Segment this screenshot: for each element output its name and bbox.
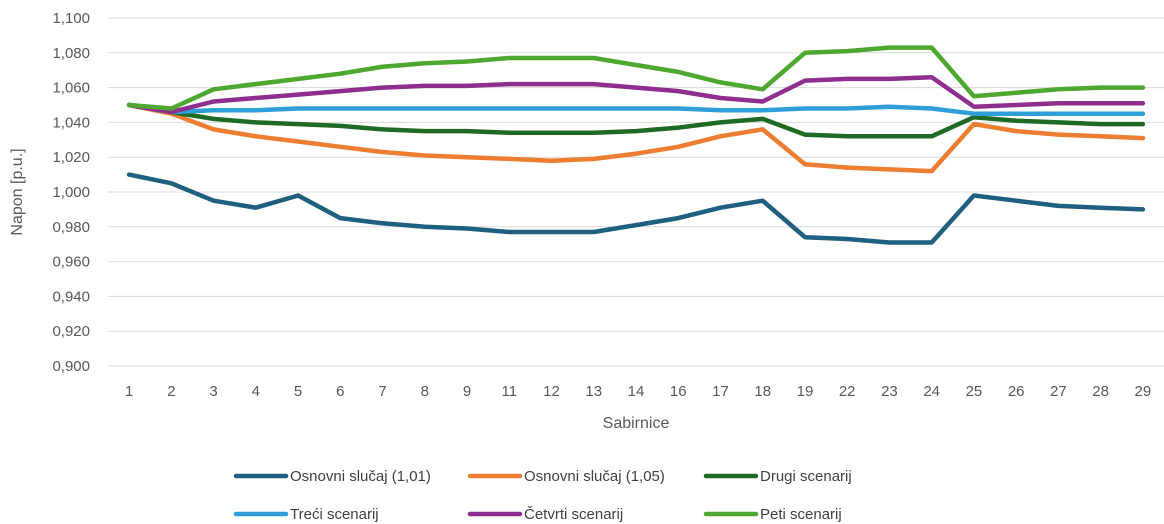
legend-label: Osnovni slučaj (1,05) xyxy=(524,468,665,485)
y-tick-label: 1,040 xyxy=(52,114,90,131)
series-line xyxy=(126,74,1146,115)
series-line xyxy=(126,102,1146,174)
x-tick-label: 22 xyxy=(839,383,856,400)
x-tick-label: 26 xyxy=(1008,383,1025,400)
series-line xyxy=(126,102,1146,139)
x-tick-label: 7 xyxy=(378,383,386,400)
legend-label: Drugi scenarij xyxy=(760,468,852,485)
series-line xyxy=(126,45,1146,111)
x-tick-label: 27 xyxy=(1050,383,1067,400)
y-tick-label: 1,080 xyxy=(52,45,90,62)
y-tick-label: 0,960 xyxy=(52,254,90,271)
x-tick-label: 28 xyxy=(1092,383,1109,400)
legend-item: Osnovni slučaj (1,01) xyxy=(233,468,431,485)
legend-item: Peti scenarij xyxy=(703,506,842,523)
y-tick-label: 1,000 xyxy=(52,184,90,201)
x-tick-label: 14 xyxy=(628,383,645,400)
x-tick-label: 19 xyxy=(797,383,814,400)
x-tick-label: 29 xyxy=(1135,383,1152,400)
legend-item: Treći scenarij xyxy=(233,506,379,523)
legend-label: Treći scenarij xyxy=(290,506,379,523)
series-lines xyxy=(126,45,1146,245)
x-tick-label: 16 xyxy=(670,383,687,400)
series-line xyxy=(126,102,1146,116)
x-tick-label: 24 xyxy=(923,383,940,400)
y-tick-label: 0,920 xyxy=(52,323,90,340)
x-tick-label: 8 xyxy=(421,383,429,400)
x-tick-label: 1 xyxy=(125,383,133,400)
x-tick-label: 4 xyxy=(252,383,260,400)
y-tick-label: 0,940 xyxy=(52,288,90,305)
x-tick-label: 18 xyxy=(754,383,771,400)
x-tick-label: 2 xyxy=(167,383,175,400)
x-tick-label: 9 xyxy=(463,383,471,400)
y-axis-tick-labels: 0,900 0,920 0,940 0,960 0,980 1,000 1,020 1,040… xyxy=(52,10,90,375)
x-tick-label: 6 xyxy=(336,383,344,400)
x-axis-title: Sabirnice xyxy=(603,415,670,432)
y-tick-label: 1,060 xyxy=(52,80,90,97)
x-tick-label: 5 xyxy=(294,383,302,400)
y-tick-label: 0,980 xyxy=(52,219,90,236)
x-tick-label: 11 xyxy=(501,383,517,400)
x-tick-label: 3 xyxy=(209,383,217,400)
legend-label: Peti scenarij xyxy=(760,506,842,523)
y-axis-title: Napon [p.u.] xyxy=(9,148,26,235)
legend-item: Četvrti scenarij xyxy=(467,506,623,523)
x-tick-label: 23 xyxy=(881,383,898,400)
x-axis-tick-labels: 1 2 3 4 5 6 7 8 9 11 12 13 14 16 17 18 19 22 23 24 25 26 27 28 2… xyxy=(125,383,1151,400)
legend-label: Četvrti scenarij xyxy=(524,506,623,523)
y-tick-label: 0,900 xyxy=(52,358,90,375)
x-tick-label: 12 xyxy=(543,383,560,400)
x-tick-label: 13 xyxy=(585,383,602,400)
legend-label: Osnovni slučaj (1,01) xyxy=(290,468,431,485)
y-tick-label: 1,020 xyxy=(52,149,90,166)
y-tick-label: 1,100 xyxy=(52,10,90,27)
gridlines xyxy=(108,17,1164,367)
legend-item: Osnovni slučaj (1,05) xyxy=(467,468,665,485)
x-tick-label: 25 xyxy=(966,383,983,400)
series-line xyxy=(126,172,1146,245)
legend: Osnovni slučaj (1,01) Osnovni slučaj (1,0… xyxy=(233,468,852,523)
x-tick-label: 17 xyxy=(712,383,729,400)
legend-item: Drugi scenarij xyxy=(703,468,852,485)
